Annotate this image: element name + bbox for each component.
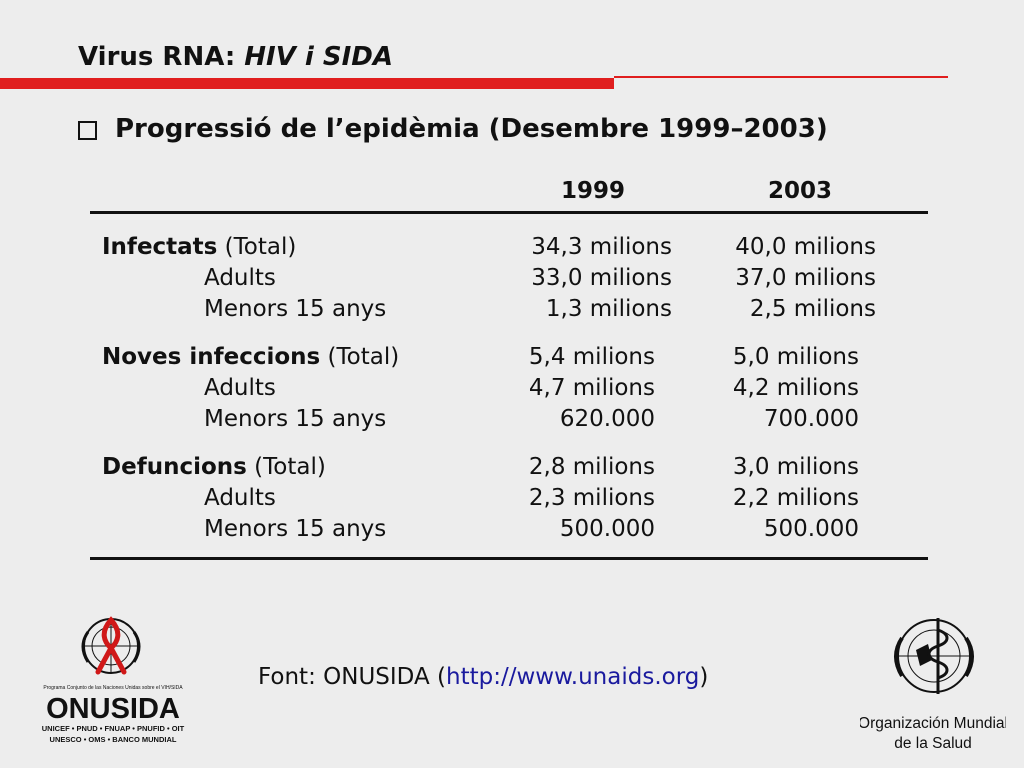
table-cell-2003: 40,0 milions	[735, 234, 876, 260]
row-label: Adults	[204, 265, 276, 291]
column-header-1999: 1999	[561, 178, 626, 204]
square-bullet-icon	[78, 120, 97, 140]
title-italic: HIV i SIDA	[244, 42, 393, 72]
title-underline-thin	[614, 76, 948, 78]
title-underline-thick	[0, 78, 614, 89]
table-cell-1999: 500.000	[559, 516, 655, 542]
group-label-bold: Noves infeccions	[102, 344, 321, 370]
table-bottom-rule	[90, 557, 928, 560]
table-cell-1999: 34,3 milions	[531, 234, 672, 260]
subheading: Progressió de l’epidèmia (Desembre 1999–…	[78, 114, 828, 144]
table-cell-1999: 2,3 milions	[528, 485, 655, 511]
column-header-2003: 2003	[768, 178, 833, 204]
group-label-bold: Infectats	[102, 234, 218, 260]
group-label: Defuncions (Total)	[102, 452, 326, 483]
table-cell-2003: 5,0 milions	[732, 344, 859, 370]
onusida-tagline: Programa Conjunto de las Naciones Unidas…	[43, 685, 183, 691]
group-label: Noves infeccions (Total)	[102, 342, 399, 373]
group-label: Infectats (Total)	[102, 232, 296, 263]
table-cell-2003: 2,5 milions	[749, 296, 876, 322]
table-cell-1999: 2,8 milions	[528, 454, 655, 480]
table-cell-1999: 33,0 milions	[531, 265, 672, 291]
group-label-suffix: (Total)	[217, 234, 297, 260]
onusida-members-line2: UNESCO • OMS • BANCO MUNDIAL	[50, 735, 177, 744]
table-cell-1999: 1,3 milions	[545, 296, 672, 322]
un-emblem-icon	[81, 616, 141, 675]
table-top-rule	[90, 211, 928, 214]
table-cell-1999: 5,4 milions	[528, 344, 655, 370]
onusida-logo: Programa Conjunto de las Naciones Unidas…	[42, 616, 185, 744]
row-label: Adults	[204, 485, 276, 511]
row-label: Adults	[204, 375, 276, 401]
table-cell-2003: 500.000	[763, 516, 859, 542]
who-logo: Organización Mundial de la Salud	[860, 618, 1006, 752]
subheading-text: Progressió de l’epidèmia (Desembre 1999–…	[115, 114, 828, 144]
source-citation: Font: ONUSIDA (http://www.unaids.org)	[258, 664, 708, 690]
source-prefix: Font: ONUSIDA (	[258, 664, 446, 690]
group-label-suffix: (Total)	[246, 454, 326, 480]
table-cell-2003: 700.000	[763, 406, 859, 432]
source-suffix: )	[699, 664, 709, 690]
row-label: Menors 15 anys	[204, 296, 387, 322]
table-cell-2003: 3,0 milions	[732, 454, 859, 480]
who-emblem-icon	[894, 618, 974, 694]
who-name-line1: Organización Mundial	[860, 715, 1006, 732]
table-cell-2003: 2,2 milions	[732, 485, 859, 511]
table-cell-1999: 4,7 milions	[528, 375, 655, 401]
row-label: Menors 15 anys	[204, 406, 387, 432]
table-cell-2003: 4,2 milions	[732, 375, 859, 401]
slide-title: Virus RNA: HIV i SIDA	[78, 42, 393, 72]
row-label: Menors 15 anys	[204, 516, 387, 542]
table-cell-2003: 37,0 milions	[735, 265, 876, 291]
table-cell-1999: 620.000	[559, 406, 655, 432]
group-label-bold: Defuncions	[102, 454, 247, 480]
onusida-members-line1: UNICEF • PNUD • FNUAP • PNUFID • OIT	[42, 724, 185, 733]
group-label-suffix: (Total)	[320, 344, 400, 370]
who-name-line2: de la Salud	[894, 735, 972, 752]
onusida-name: ONUSIDA	[46, 693, 180, 725]
source-link[interactable]: http://www.unaids.org	[446, 664, 700, 690]
title-prefix: Virus RNA:	[78, 42, 245, 72]
